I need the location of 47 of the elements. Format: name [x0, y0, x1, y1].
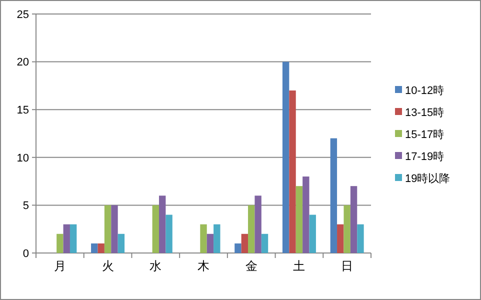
bar	[302, 176, 310, 253]
bar	[214, 224, 220, 253]
bar	[104, 205, 112, 253]
y-tick-label: 0	[22, 248, 29, 260]
bar	[248, 205, 255, 253]
bar	[118, 234, 125, 253]
x-tick-label: 日	[341, 259, 354, 273]
bar	[98, 243, 104, 253]
legend-label: 17-19時	[405, 150, 444, 163]
bar	[111, 205, 118, 253]
bar	[63, 224, 70, 253]
x-tick-label: 木	[198, 259, 210, 273]
bar	[330, 138, 338, 253]
bar	[166, 214, 172, 253]
y-tick-label: 5	[22, 200, 29, 212]
legend-label: 15-17時	[405, 128, 444, 141]
bar	[70, 224, 77, 253]
x-tick-label: 金	[245, 259, 258, 273]
bar	[357, 224, 364, 253]
bar	[296, 186, 303, 253]
bar	[200, 224, 207, 253]
bar	[350, 186, 358, 253]
y-tick-label: 15	[16, 104, 29, 116]
bar	[282, 62, 290, 253]
bar	[56, 234, 64, 253]
bar	[344, 205, 350, 253]
y-tick-label: 20	[16, 56, 29, 69]
bar	[158, 196, 166, 253]
bar	[241, 234, 248, 253]
legend-label: 13-15時	[405, 106, 444, 119]
legend-label: 19時以降	[405, 172, 450, 185]
bar	[152, 205, 159, 253]
bar	[337, 224, 344, 253]
x-tick-label: 水	[150, 259, 162, 273]
legend-label: 10-12時	[405, 84, 444, 97]
x-tick-label: 月	[54, 259, 66, 273]
x-tick-label: 火	[102, 259, 114, 273]
bar	[254, 196, 262, 253]
bar	[234, 243, 242, 253]
y-tick-label: 25	[16, 8, 29, 21]
bar	[206, 234, 214, 253]
bar	[91, 243, 98, 253]
bar	[309, 214, 316, 253]
y-tick-label: 10	[16, 152, 29, 164]
x-tick-label: 土	[293, 259, 306, 273]
bar	[261, 234, 268, 253]
bar	[289, 90, 296, 253]
